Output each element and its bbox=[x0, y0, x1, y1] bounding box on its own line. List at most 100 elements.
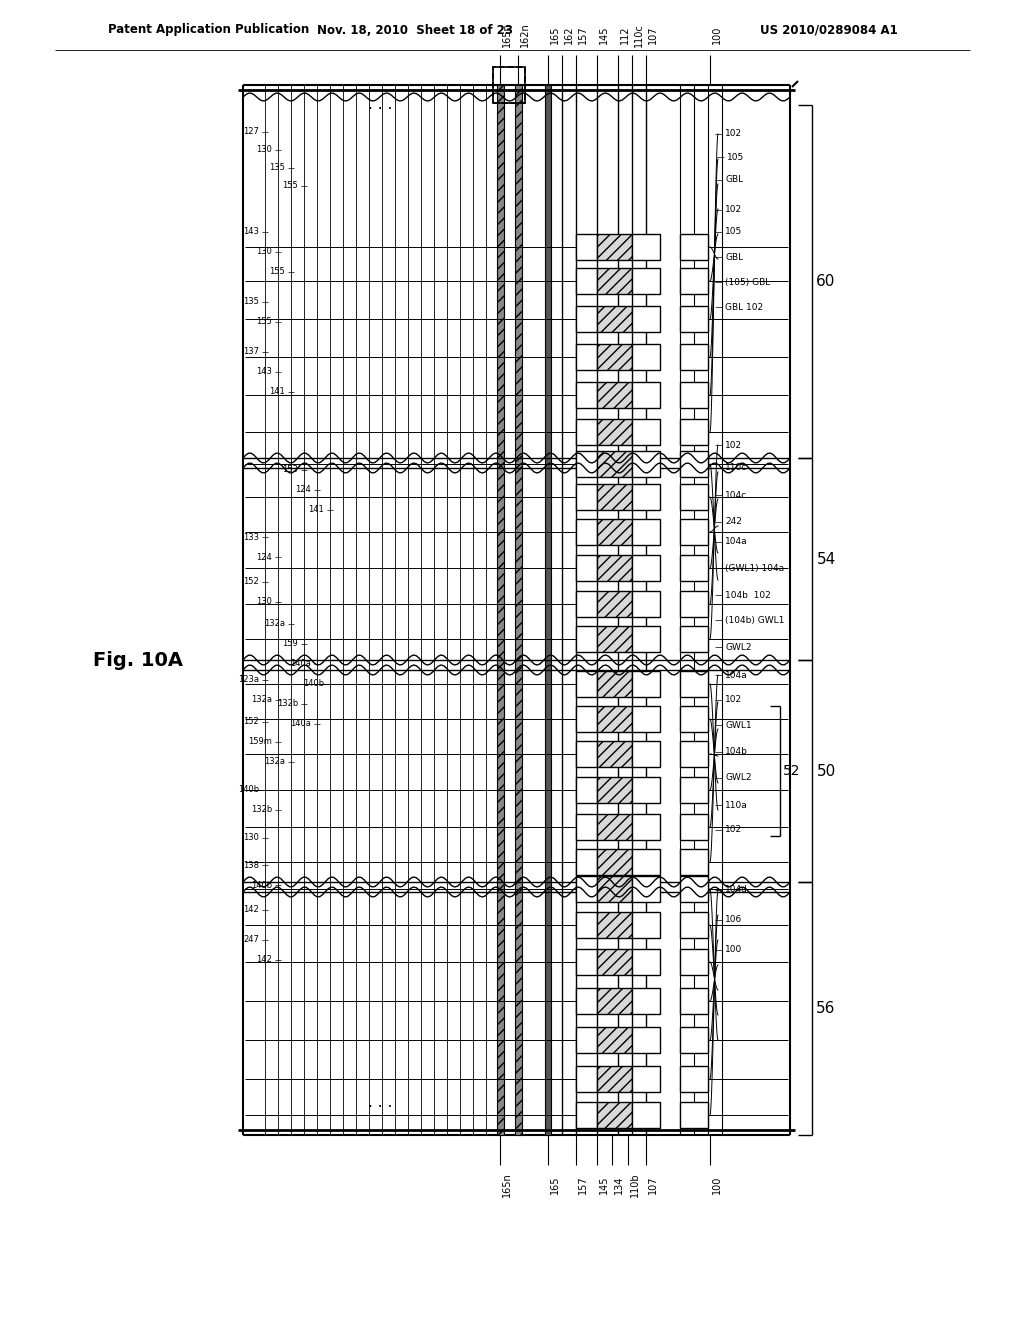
Text: 142: 142 bbox=[244, 906, 259, 915]
Text: (GWL1) 104a: (GWL1) 104a bbox=[725, 564, 784, 573]
Text: US 2010/0289084 A1: US 2010/0289084 A1 bbox=[760, 24, 898, 37]
Bar bbox=[680, 591, 708, 616]
Bar bbox=[575, 268, 597, 294]
Bar bbox=[575, 1102, 597, 1129]
Bar bbox=[597, 987, 632, 1014]
Bar bbox=[680, 1102, 708, 1129]
Bar bbox=[680, 626, 708, 652]
Text: 143: 143 bbox=[256, 367, 272, 376]
Bar bbox=[597, 306, 632, 333]
Text: 104b  102: 104b 102 bbox=[725, 590, 771, 599]
Bar bbox=[632, 1067, 660, 1092]
Bar bbox=[597, 777, 632, 803]
Text: 140a: 140a bbox=[290, 719, 311, 729]
Bar bbox=[575, 451, 597, 477]
Bar bbox=[597, 949, 632, 975]
Bar bbox=[575, 849, 597, 875]
Bar bbox=[597, 345, 632, 370]
Bar bbox=[680, 876, 708, 902]
Bar bbox=[632, 912, 660, 939]
Bar bbox=[632, 777, 660, 803]
Bar bbox=[680, 484, 708, 510]
Text: 138: 138 bbox=[243, 861, 259, 870]
Text: 127: 127 bbox=[243, 128, 259, 136]
Bar bbox=[680, 234, 708, 260]
Text: 145: 145 bbox=[598, 1176, 608, 1195]
Bar bbox=[597, 418, 632, 445]
Bar bbox=[632, 519, 660, 545]
Bar bbox=[575, 345, 597, 370]
Bar bbox=[597, 849, 632, 875]
Text: 159: 159 bbox=[283, 639, 298, 648]
Text: 107: 107 bbox=[647, 1176, 657, 1195]
Text: 143: 143 bbox=[243, 227, 259, 236]
Bar bbox=[680, 554, 708, 581]
Bar bbox=[575, 949, 597, 975]
Text: 162: 162 bbox=[563, 26, 573, 45]
Bar bbox=[680, 345, 708, 370]
Text: 152: 152 bbox=[244, 718, 259, 726]
Bar bbox=[597, 741, 632, 767]
Bar bbox=[575, 626, 597, 652]
Bar bbox=[680, 949, 708, 975]
Text: 155: 155 bbox=[256, 318, 272, 326]
Text: 152: 152 bbox=[244, 578, 259, 586]
Bar bbox=[632, 987, 660, 1014]
Bar bbox=[597, 814, 632, 840]
Text: 165n: 165n bbox=[502, 1172, 512, 1197]
Bar bbox=[632, 345, 660, 370]
Text: 157: 157 bbox=[578, 25, 588, 45]
Text: 242: 242 bbox=[725, 517, 741, 527]
Text: 124: 124 bbox=[295, 486, 311, 495]
Text: · · ·: · · · bbox=[368, 103, 392, 117]
Text: 123a: 123a bbox=[238, 676, 259, 685]
Bar bbox=[680, 912, 708, 939]
Text: 110c: 110c bbox=[634, 24, 643, 48]
Text: 137: 137 bbox=[243, 347, 259, 356]
Text: 104d: 104d bbox=[725, 886, 748, 895]
Bar bbox=[680, 741, 708, 767]
Bar bbox=[680, 1027, 708, 1053]
Bar bbox=[597, 451, 632, 477]
Text: 104a: 104a bbox=[725, 537, 748, 546]
Bar bbox=[575, 706, 597, 733]
Bar bbox=[575, 418, 597, 445]
Bar bbox=[597, 671, 632, 697]
Bar bbox=[632, 451, 660, 477]
Text: GWL2: GWL2 bbox=[725, 774, 752, 783]
Bar bbox=[680, 519, 708, 545]
Bar bbox=[680, 381, 708, 408]
Bar bbox=[597, 591, 632, 616]
Text: · · ·: · · · bbox=[368, 1100, 392, 1114]
Text: 102: 102 bbox=[725, 825, 742, 834]
Text: 107: 107 bbox=[647, 26, 657, 45]
Bar bbox=[575, 306, 597, 333]
Text: 155: 155 bbox=[283, 181, 298, 190]
Text: 110c: 110c bbox=[725, 463, 748, 473]
Text: 159m: 159m bbox=[248, 738, 272, 747]
Text: 130: 130 bbox=[256, 248, 272, 256]
Text: 104a: 104a bbox=[725, 671, 748, 680]
Bar bbox=[575, 484, 597, 510]
Text: Fig. 10A: Fig. 10A bbox=[93, 651, 183, 669]
Text: GBL 102: GBL 102 bbox=[725, 302, 763, 312]
Bar bbox=[575, 814, 597, 840]
Text: 145: 145 bbox=[598, 26, 608, 45]
Text: 165: 165 bbox=[550, 1176, 559, 1195]
Text: 100: 100 bbox=[712, 26, 722, 44]
Bar bbox=[597, 706, 632, 733]
Text: 52: 52 bbox=[783, 764, 801, 777]
Text: 100: 100 bbox=[725, 945, 742, 954]
Bar bbox=[632, 554, 660, 581]
Bar bbox=[493, 67, 525, 103]
Bar bbox=[632, 381, 660, 408]
Text: 112: 112 bbox=[620, 26, 630, 45]
Bar bbox=[575, 912, 597, 939]
Text: 165: 165 bbox=[550, 26, 559, 45]
Text: 142: 142 bbox=[256, 956, 272, 965]
Text: 157: 157 bbox=[578, 1176, 588, 1195]
Bar bbox=[680, 1067, 708, 1092]
Text: 130: 130 bbox=[243, 833, 259, 842]
Text: 132a: 132a bbox=[264, 619, 285, 628]
Text: 140b: 140b bbox=[238, 785, 259, 795]
